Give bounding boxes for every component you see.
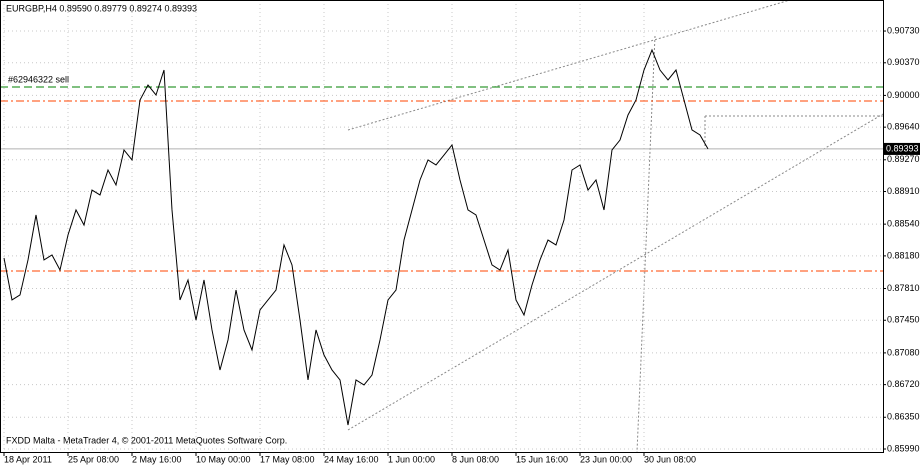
x-tick-label: 10 May 00:00 [196, 454, 251, 464]
channel-lower [347, 113, 884, 431]
bid-label: 0.89393 [886, 143, 919, 153]
y-tick-label: 0.90370 [887, 57, 920, 67]
y-tick-label: 0.90730 [887, 25, 920, 35]
y-tick-label: 0.88540 [887, 219, 920, 229]
x-tick-label: 24 May 16:00 [324, 454, 379, 464]
footer: FXDD Malta - MetaTrader 4, © 2001-2011 M… [6, 435, 287, 445]
x-tick-label: 15 Jun 16:00 [516, 454, 568, 464]
trendlines [347, 0, 884, 453]
level-label: #62946322 sell [8, 74, 69, 84]
y-tick-label: 0.90000 [887, 90, 920, 100]
vertical-trend [636, 35, 656, 453]
x-tick-label: 17 May 08:00 [260, 454, 315, 464]
x-tick-label: 23 Jun 00:00 [580, 454, 632, 464]
x-tick-label: 1 Jun 00:00 [388, 454, 435, 464]
x-tick-label: 2 May 16:00 [132, 454, 182, 464]
y-tick-label: 0.87080 [887, 347, 920, 357]
y-tick-label: 0.88180 [887, 250, 920, 260]
y-tick-label: 0.88910 [887, 186, 920, 196]
x-tick-label: 8 Jun 08:00 [452, 454, 499, 464]
y-tick-label: 0.87450 [887, 315, 920, 325]
x-tick-label: 18 Apr 2011 [4, 454, 52, 464]
x-tick-label: 30 Jun 08:00 [644, 454, 696, 464]
bid-box [884, 142, 920, 155]
chart-title: EURGBP,H4 0.89590 0.89779 0.89274 0.8939… [6, 3, 197, 13]
y-tick-label: 0.86350 [887, 412, 920, 422]
x-tick-label: 25 Apr 08:00 [68, 454, 119, 464]
y-tick-label: 0.86720 [887, 379, 920, 389]
y-tick-label: 0.89270 [887, 154, 920, 164]
y-tick-label: 0.87810 [887, 283, 920, 293]
price-line [3, 48, 709, 426]
channel-upper [347, 0, 791, 131]
y-tick-label: 0.85990 [887, 443, 920, 453]
plot-border [0, 0, 884, 453]
y-tick-label: 0.89640 [887, 122, 920, 132]
